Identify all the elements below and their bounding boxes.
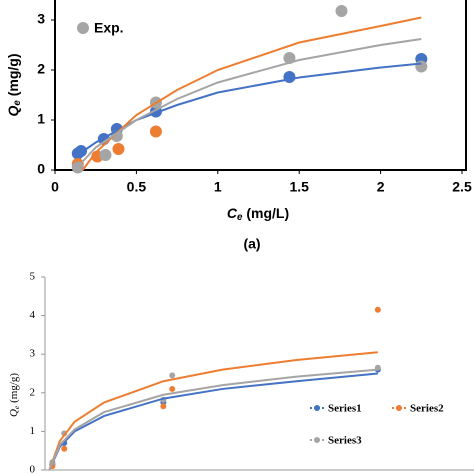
data-point	[335, 5, 348, 17]
x-tick-label: 0	[51, 179, 59, 195]
legend-marker	[314, 405, 320, 411]
data-point	[283, 71, 296, 83]
legend-marker	[314, 437, 320, 443]
y-tick-label: 5	[30, 271, 36, 283]
x-tick-label: 1	[214, 179, 222, 195]
data-point	[169, 385, 176, 392]
data-point	[99, 149, 112, 161]
y-label-part: Q	[5, 106, 21, 117]
fit-curve	[75, 62, 422, 157]
x-label-part: e	[237, 212, 243, 223]
y-tick-label: 0	[30, 464, 36, 474]
fit-curve	[78, 38, 422, 166]
y-tick-label: 1	[30, 425, 36, 437]
y-axis-label: Qe (mg/g)	[8, 373, 21, 417]
y-tick-label: 1	[37, 111, 45, 127]
y-tick-label: 3	[37, 11, 45, 27]
y-tick-label: 3	[30, 348, 36, 360]
x-label-part: C	[227, 205, 238, 221]
y-label-part: e	[12, 100, 23, 106]
data-point	[112, 143, 125, 155]
fit-curve	[48, 368, 378, 471]
data-point	[374, 306, 381, 313]
legend-marker	[77, 22, 89, 34]
x-tick-label: 2	[377, 179, 385, 195]
y-tick-label: 2	[37, 61, 45, 77]
x-tick-label: 0.5	[127, 179, 147, 195]
y-axis-label: Qe (mg/g)	[5, 54, 23, 117]
plot-frame	[54, 0, 467, 171]
y-tick-label: 4	[30, 309, 36, 321]
fit-curve	[48, 351, 378, 471]
legend-label: Series3	[328, 435, 362, 447]
data-point	[169, 372, 176, 379]
data-point	[415, 60, 428, 73]
caption: (a)	[243, 236, 260, 252]
data-point	[160, 403, 167, 410]
bottom-chart: 0 1 2 3 4 5 Qe (mg/g) Series1 Series2 Series3	[8, 271, 474, 474]
y-label-part: Q	[8, 409, 20, 417]
x-label-part: (mg/L)	[242, 205, 289, 221]
fit-curve	[81, 16, 422, 171]
legend-label: Series1	[328, 403, 362, 415]
y-label-part: (mg/g)	[8, 373, 20, 406]
y-label-part: e	[12, 405, 21, 409]
fit-curve	[48, 372, 378, 471]
y-label-part: (mg/g)	[5, 54, 21, 101]
data-point	[61, 445, 68, 452]
x-axis-label: Ce (mg/L)	[227, 205, 289, 223]
y-tick-label: 0	[37, 161, 45, 177]
legend-marker	[396, 405, 402, 411]
legend-label: Exp.	[94, 20, 124, 36]
legend-label: Series2	[410, 403, 444, 415]
x-tick-label: 2.5	[452, 179, 472, 195]
top-chart: 0 1 2 3 0 0.5 1 1.5 2 2.5 Qe (mg/g) Ce (mg/L) (a) Exp…	[5, 0, 472, 252]
y-tick-label: 2	[30, 386, 36, 398]
x-tick-label: 1.5	[289, 179, 309, 195]
data-point	[149, 125, 162, 138]
